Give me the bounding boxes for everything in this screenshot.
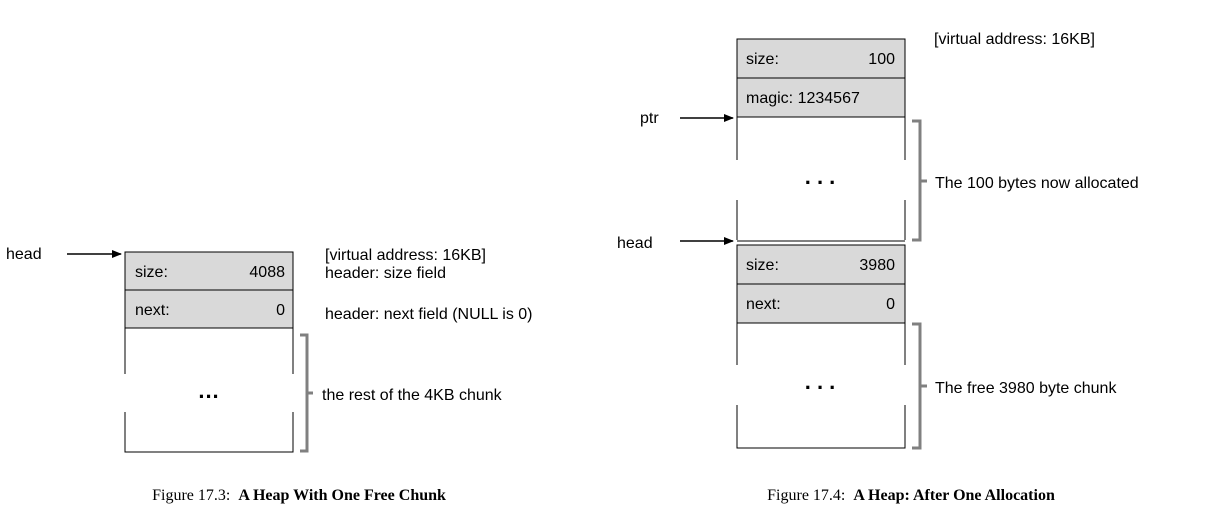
annot-free-chunk: The free 3980 byte chunk bbox=[935, 380, 1117, 397]
annot-next-field: header: next field (NULL is 0) bbox=[325, 306, 533, 323]
caption-title: A Heap: After One Allocation bbox=[853, 487, 1055, 504]
annot-virtual-address: [virtual address: 16KB] bbox=[934, 31, 1095, 48]
caption-prefix: Figure 17.3: bbox=[152, 487, 230, 504]
figure-17-4-caption: Figure 17.4: A Heap: After One Allocatio… bbox=[767, 487, 1055, 504]
figure-17-3-caption: Figure 17.3: A Heap With One Free Chunk bbox=[152, 487, 446, 504]
annot-virtual-address: [virtual address: 16KB] bbox=[325, 247, 486, 264]
free-size-value: 3980 bbox=[859, 257, 895, 274]
size-value: 4088 bbox=[249, 264, 285, 281]
next-label: next: bbox=[135, 302, 170, 319]
free-chunk-body bbox=[736, 323, 906, 449]
rest-bracket bbox=[300, 333, 313, 453]
free-bracket bbox=[912, 322, 927, 450]
ptr-pointer-label: ptr bbox=[640, 110, 659, 127]
chunk-ellipsis: ... bbox=[198, 378, 219, 403]
alloc-size-value: 100 bbox=[868, 51, 895, 68]
head-pointer-label: head bbox=[617, 235, 653, 252]
alloc-size-cell bbox=[736, 38, 906, 79]
alloc-size-label: size: bbox=[746, 51, 779, 68]
free-next-cell bbox=[736, 283, 906, 324]
figure-17-3: head size: 4088 next: 0 ... [virtual add… bbox=[6, 246, 533, 504]
allocated-body bbox=[736, 117, 906, 240]
next-field-cell bbox=[124, 289, 294, 329]
free-next-label: next: bbox=[746, 296, 781, 313]
annot-allocated: The 100 bytes now allocated bbox=[935, 175, 1139, 192]
free-size-label: size: bbox=[746, 257, 779, 274]
annot-rest-of-chunk: the rest of the 4KB chunk bbox=[322, 387, 503, 404]
magic-cell bbox=[736, 77, 906, 118]
free-ellipsis: . . . bbox=[805, 369, 836, 394]
figure-17-4: [virtual address: 16KB] size: 100 magic:… bbox=[617, 31, 1139, 504]
allocated-bracket bbox=[912, 119, 927, 242]
caption-prefix: Figure 17.4: bbox=[767, 487, 845, 504]
caption-title: A Heap With One Free Chunk bbox=[238, 487, 446, 504]
annot-size-field: header: size field bbox=[325, 265, 446, 282]
free-chunk-body bbox=[124, 328, 294, 453]
allocated-ellipsis: . . . bbox=[805, 164, 836, 189]
head-pointer-label: head bbox=[6, 246, 42, 263]
next-value: 0 bbox=[276, 302, 285, 319]
free-next-value: 0 bbox=[886, 296, 895, 313]
magic-label: magic: 1234567 bbox=[746, 90, 860, 107]
size-label: size: bbox=[135, 264, 168, 281]
